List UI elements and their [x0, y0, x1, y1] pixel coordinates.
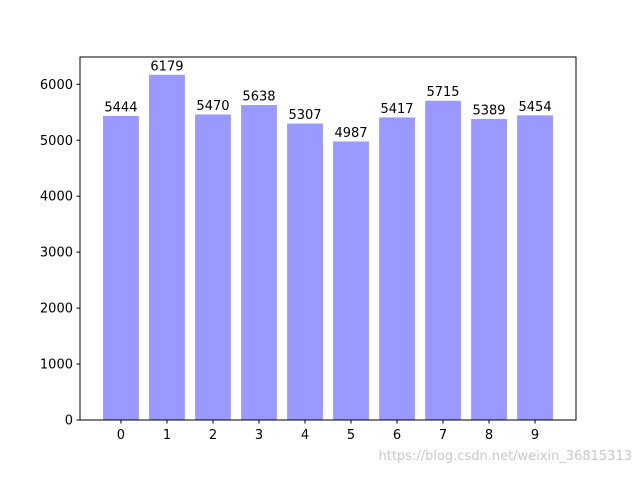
x-tick-label: 3: [255, 428, 263, 443]
bar: [378, 116, 416, 421]
x-tick-label: 9: [531, 428, 539, 443]
y-tick-label: 3000: [40, 246, 73, 261]
y-tick-label: 1000: [40, 358, 73, 373]
y-tick-label: 2000: [40, 302, 73, 317]
bar: [332, 140, 370, 421]
bar: [286, 122, 324, 421]
data-label: 6179: [150, 59, 183, 74]
data-label: 4987: [334, 126, 367, 141]
y-tick-label: 4000: [40, 190, 73, 205]
bar: [240, 104, 278, 421]
x-tick-label: 7: [439, 428, 447, 443]
data-label: 5715: [426, 85, 459, 100]
y-tick-label: 6000: [40, 78, 73, 93]
plot-frame: [79, 56, 577, 421]
data-label: 5454: [519, 100, 552, 115]
y-tick-label: 0: [65, 414, 73, 429]
watermark: https://blog.csdn.net/weixin_36815313: [378, 449, 632, 464]
x-tick-label: 6: [393, 428, 401, 443]
x-tick-label: 5: [347, 428, 355, 443]
x-tick-label: 1: [163, 428, 171, 443]
x-tick-label: 4: [301, 428, 309, 443]
data-label: 5638: [242, 90, 275, 105]
data-label: 5389: [472, 103, 505, 118]
x-tick-label: 0: [117, 428, 125, 443]
bar: [148, 73, 186, 421]
bar: [424, 99, 462, 421]
data-label: 5307: [288, 108, 321, 123]
data-label: 5444: [104, 100, 137, 115]
y-tick-label: 5000: [40, 134, 73, 149]
bar: [102, 114, 140, 421]
bar: [194, 113, 232, 421]
bar: [516, 114, 554, 421]
data-label: 5470: [196, 99, 229, 114]
bar: [470, 117, 508, 421]
x-tick-label: 8: [485, 428, 493, 443]
data-label: 5417: [380, 102, 413, 117]
x-tick-label: 2: [209, 428, 217, 443]
